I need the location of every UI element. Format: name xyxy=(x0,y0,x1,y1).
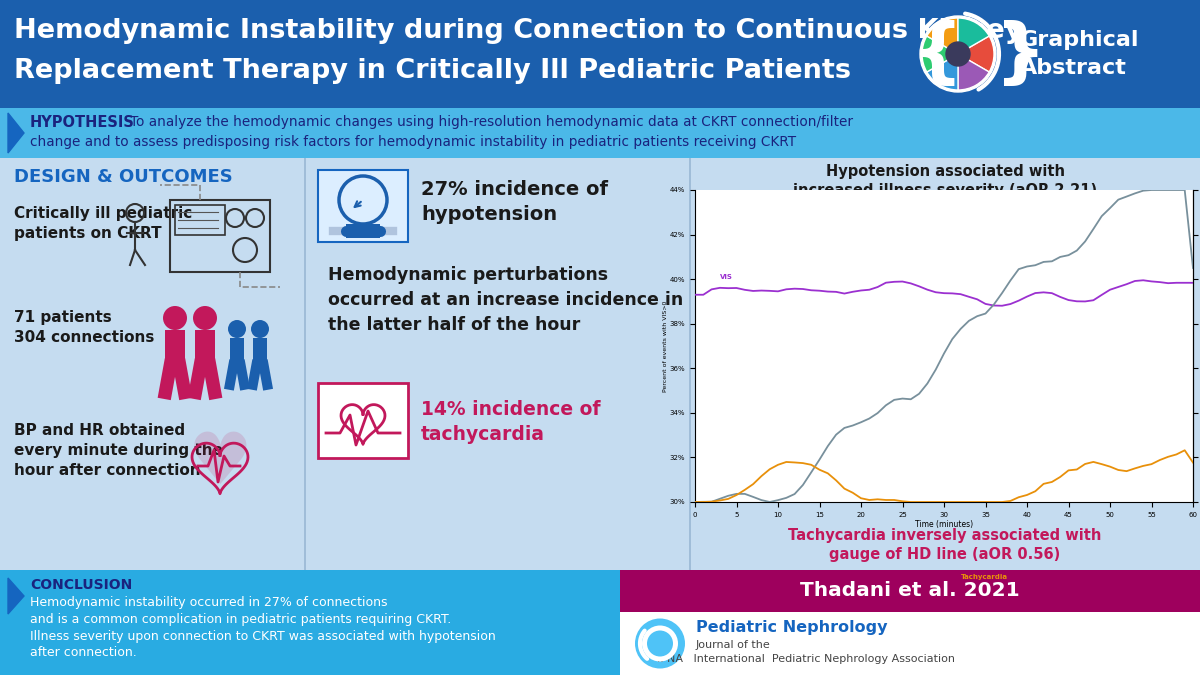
Wedge shape xyxy=(958,18,989,54)
Bar xyxy=(305,158,690,570)
Bar xyxy=(318,383,408,458)
Bar xyxy=(175,205,226,235)
Text: Graphical: Graphical xyxy=(1020,30,1140,50)
Text: }: } xyxy=(995,20,1046,88)
Bar xyxy=(690,158,1200,570)
Bar xyxy=(196,330,215,366)
Bar xyxy=(253,338,268,365)
Wedge shape xyxy=(926,54,958,90)
Text: Tachycardia inversely associated with
gauge of HD line (aOR 0.56): Tachycardia inversely associated with ga… xyxy=(788,529,1102,562)
Bar xyxy=(346,224,380,238)
Wedge shape xyxy=(922,36,958,72)
Bar xyxy=(166,330,185,366)
Text: Pediatric Nephrology: Pediatric Nephrology xyxy=(696,620,888,635)
Bar xyxy=(620,570,1200,612)
Text: Tachycardia: Tachycardia xyxy=(961,574,1008,580)
Wedge shape xyxy=(958,36,994,72)
Circle shape xyxy=(635,618,685,668)
Text: 27% incidence of
hypotension: 27% incidence of hypotension xyxy=(421,180,608,224)
Circle shape xyxy=(647,630,673,657)
Circle shape xyxy=(193,306,217,330)
Circle shape xyxy=(251,320,269,338)
Bar xyxy=(689,158,691,570)
Text: VIS: VIS xyxy=(720,274,733,280)
Text: Critically ill pediatric
patients on CKRT: Critically ill pediatric patients on CKR… xyxy=(14,206,192,241)
Text: BP and HR obtained
every minute during the
hour after connection: BP and HR obtained every minute during t… xyxy=(14,423,223,478)
Wedge shape xyxy=(958,54,989,90)
Bar xyxy=(0,158,305,570)
Bar xyxy=(170,200,270,272)
Polygon shape xyxy=(8,113,24,153)
Text: 71 patients
304 connections: 71 patients 304 connections xyxy=(14,310,155,345)
Circle shape xyxy=(163,306,187,330)
Bar xyxy=(318,170,408,242)
X-axis label: Time (minutes): Time (minutes) xyxy=(914,520,973,529)
Text: DESIGN & OUTCOMES: DESIGN & OUTCOMES xyxy=(14,168,233,186)
Text: Thadani et al. 2021: Thadani et al. 2021 xyxy=(800,581,1020,601)
Text: IPNA   International  Pediatric Nephrology Association: IPNA International Pediatric Nephrology … xyxy=(658,654,955,664)
Text: Hypotension associated with
increased illness severity (aOR 2.21): Hypotension associated with increased il… xyxy=(793,164,1097,198)
Text: ♥: ♥ xyxy=(187,429,252,499)
Bar xyxy=(620,612,1200,675)
Y-axis label: Percent of events with VIS>0: Percent of events with VIS>0 xyxy=(664,300,668,392)
Text: To analyze the hemodynamic changes using high-resolution hemodynamic data at CKR: To analyze the hemodynamic changes using… xyxy=(130,115,853,129)
Text: CONCLUSION: CONCLUSION xyxy=(30,578,132,592)
Text: HYPOTHESIS: HYPOTHESIS xyxy=(30,115,134,130)
Wedge shape xyxy=(926,18,958,54)
Text: Journal of the: Journal of the xyxy=(696,640,770,650)
Bar xyxy=(0,108,1200,158)
Text: Hemodynamic perturbations
occurred at an increase incidence in
the latter half o: Hemodynamic perturbations occurred at an… xyxy=(328,266,683,334)
Bar xyxy=(0,0,1200,108)
Bar xyxy=(0,570,620,675)
Bar xyxy=(304,158,306,570)
Text: Hemodynamic instability occurred in 27% of connections
and is a common complicat: Hemodynamic instability occurred in 27% … xyxy=(30,596,496,659)
Text: 14% incidence of
tachycardia: 14% incidence of tachycardia xyxy=(421,400,600,444)
Circle shape xyxy=(920,16,996,92)
Circle shape xyxy=(228,320,246,338)
Text: {: { xyxy=(912,20,964,88)
Text: Abstract: Abstract xyxy=(1020,58,1127,78)
Circle shape xyxy=(642,626,678,662)
Circle shape xyxy=(946,42,970,66)
Text: Replacement Therapy in Critically Ill Pediatric Patients: Replacement Therapy in Critically Ill Pe… xyxy=(14,58,851,84)
Polygon shape xyxy=(8,578,24,614)
Bar xyxy=(230,338,245,365)
Text: Hemodynamic Instability during Connection to Continuous Kidney: Hemodynamic Instability during Connectio… xyxy=(14,18,1022,44)
Text: change and to assess predisposing risk factors for hemodynamic instability in pe: change and to assess predisposing risk f… xyxy=(30,135,796,149)
